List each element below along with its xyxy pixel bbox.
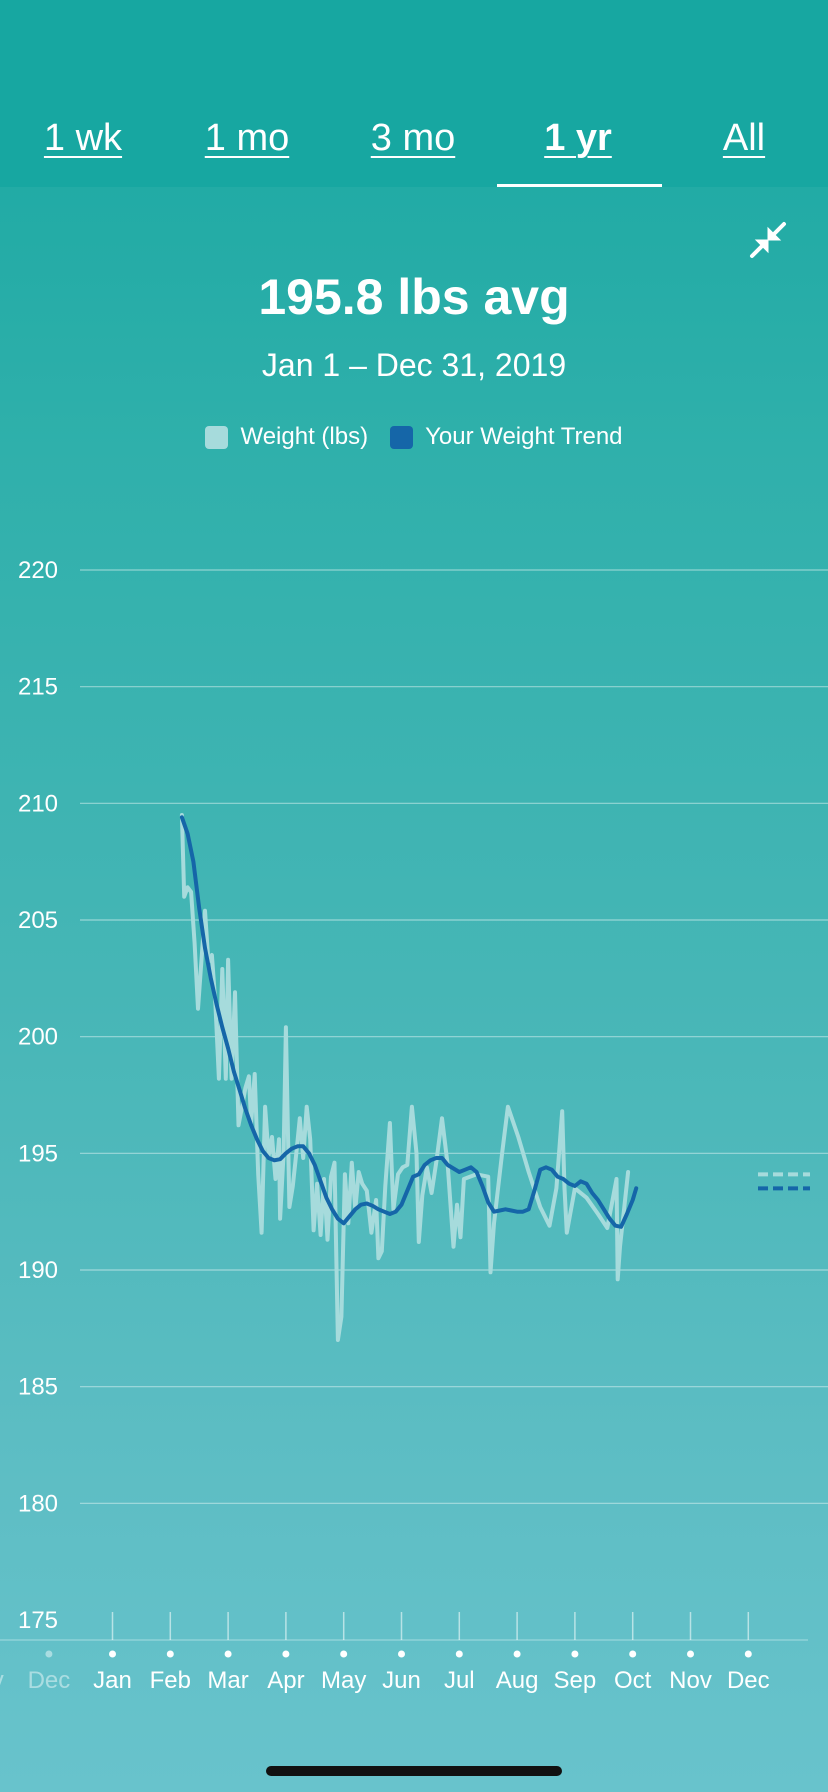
tab-all[interactable]: All: [722, 117, 766, 159]
active-tab-indicator: [497, 184, 662, 187]
x-tick-label: Apr: [267, 1667, 304, 1694]
x-tick-label: Dec: [727, 1667, 770, 1694]
y-tick-label: 210: [18, 790, 58, 817]
x-tick-dot: [571, 1650, 579, 1658]
y-tick-label: 205: [18, 907, 58, 934]
x-tick-label: Jul: [444, 1667, 475, 1694]
tab-1-month[interactable]: 1 mo: [204, 117, 290, 159]
tab-1-year[interactable]: 1 yr: [544, 117, 612, 159]
legend-item-weight: Weight (lbs): [205, 423, 368, 451]
tab-1-week[interactable]: 1 wk: [43, 117, 123, 159]
x-tick-dot: [513, 1650, 521, 1658]
x-tick-dot: [224, 1650, 232, 1658]
chart-legend: Weight (lbs) Your Weight Trend: [0, 423, 828, 451]
average-weight-title: 195.8 lbs avg: [258, 269, 570, 325]
x-tick-label: Nov: [669, 1667, 712, 1694]
x-tick-dot: [629, 1650, 637, 1658]
x-tick-label: Jan: [93, 1667, 132, 1694]
y-tick-label: 215: [18, 674, 58, 701]
y-tick-label: 175: [18, 1607, 58, 1634]
x-tick-label: May: [321, 1667, 366, 1694]
x-tick-label: Aug: [496, 1667, 539, 1694]
range-tab-bar: 1 wk 1 mo 3 mo 1 yr All: [0, 0, 828, 187]
tab-3-months[interactable]: 3 mo: [370, 117, 456, 159]
legend-swatch-weight: [205, 425, 229, 449]
home-indicator: [266, 1766, 562, 1776]
x-tick-label: Mar: [207, 1667, 248, 1694]
y-tick-label: 185: [18, 1374, 58, 1401]
x-tick-label: Sep: [554, 1667, 597, 1694]
y-tick-label: 220: [18, 557, 58, 584]
y-tick-label: 190: [18, 1257, 58, 1284]
legend-swatch-trend: [390, 425, 414, 449]
y-tick-label: 200: [18, 1024, 58, 1051]
collapse-arrows-icon[interactable]: [744, 216, 792, 264]
series-line-weight: [179, 813, 631, 1342]
date-range-subtitle: Jan 1 – Dec 31, 2019: [261, 347, 567, 383]
x-tick-dot: [398, 1650, 405, 1658]
x-tick-label: ov: [0, 1667, 4, 1694]
series-line-trend: [179, 815, 639, 1229]
x-tick-label: Oct: [614, 1667, 652, 1694]
x-tick-dot: [687, 1650, 694, 1658]
x-tick-label: Jun: [382, 1667, 421, 1694]
x-tick-dot: [166, 1650, 174, 1658]
y-tick-label: 180: [18, 1490, 58, 1517]
x-tick-dot: [340, 1650, 348, 1658]
x-tick-label: Dec: [28, 1667, 71, 1694]
legend-label-weight: Weight (lbs): [240, 423, 369, 450]
legend-item-trend: Your Weight Trend: [390, 423, 623, 451]
x-tick-dot: [744, 1650, 752, 1658]
x-tick-dot: [455, 1650, 463, 1658]
x-tick-dot: [282, 1650, 290, 1658]
legend-label-trend: Your Weight Trend: [425, 423, 623, 450]
x-tick-label: Feb: [150, 1667, 191, 1694]
x-tick-dot: [109, 1650, 116, 1658]
x-tick-dot: [45, 1650, 53, 1658]
y-tick-label: 195: [18, 1140, 58, 1167]
